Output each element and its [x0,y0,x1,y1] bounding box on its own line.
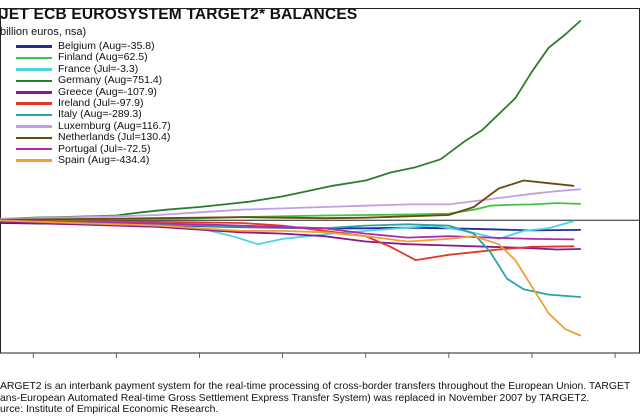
series-line-6 [0,219,575,262]
line-chart: 20062007200820092010201120122013 [0,8,640,358]
legend-item: Finland (Aug=62.5) [16,51,171,64]
series-line-5 [0,220,582,251]
legend-label: Portugal (Jul=-72.5) [58,142,151,155]
legend-label: Belgium (Aug=-35.8) [58,40,155,52]
legend-item: Netherlands (Jul=130.4) [16,131,171,144]
legend-swatch [16,79,52,83]
footnote-line-2: ans-European Automated Real-time Gross S… [0,392,590,404]
legend-item: Spain (Aug=-434.4) [16,153,171,166]
footnote-line-3: urce: Institute of Empirical Economic Re… [0,404,219,416]
legend-swatch [16,102,52,105]
legend-label: Netherlands (Jul=130.4) [58,131,171,144]
chart-title: JET ECB EUROSYSTEM TARGET2* BALANCES [0,6,358,23]
footnote: ARGET2 is an interbank payment system fo… [0,381,640,416]
legend-label: Greece (Aug=-107.9) [58,85,157,98]
legend-item: Italy (Aug=-289.3) [16,108,171,121]
legend-swatch [16,45,52,48]
legend-label: Ireland (Jul=-97.9) [58,96,144,109]
legend-swatch [16,125,52,128]
legend-item: Luxemburg (Aug=116.7) [16,119,171,132]
legend-label: Germany (Aug=751.4) [58,74,163,87]
legend-item: Portugal (Jul=-72.5) [16,142,171,155]
series-line-11 [0,219,582,337]
plot-frame: 20062007200820092010201120122013 [0,8,640,358]
legend-label: Luxemburg (Aug=116.7) [58,119,171,132]
legend-swatch [16,147,52,151]
legend-label: Italy (Aug=-289.3) [58,108,142,121]
legend-swatch [16,68,52,71]
legend-swatch [16,159,52,162]
series-line-8 [0,188,582,220]
legend-swatch [16,136,52,140]
legend-label: France (Jul=-3.3) [58,62,139,75]
footnote-line-1: ARGET2 is an interbank payment system fo… [0,381,631,392]
legend-swatch [16,56,52,60]
legend-swatch [16,91,52,94]
legend-label: Spain (Aug=-434.4) [58,153,150,166]
legend-item: France (Jul=-3.3) [16,62,171,75]
legend-item: Belgium (Aug=-35.8) [16,40,171,52]
legend-item: Germany (Aug=751.4) [16,74,171,87]
legend-item: Ireland (Jul=-97.9) [16,96,171,109]
legend: Belgium (Aug=-35.8) Finland (Aug=62.5) Fra… [16,40,171,166]
series-line-9 [0,179,575,221]
legend-label: Finland (Aug=62.5) [58,51,148,64]
legend-item: Greece (Aug=-107.9) [16,85,171,98]
legend-swatch [16,113,52,117]
chart-subtitle: billion euros, nsa) [0,26,87,38]
